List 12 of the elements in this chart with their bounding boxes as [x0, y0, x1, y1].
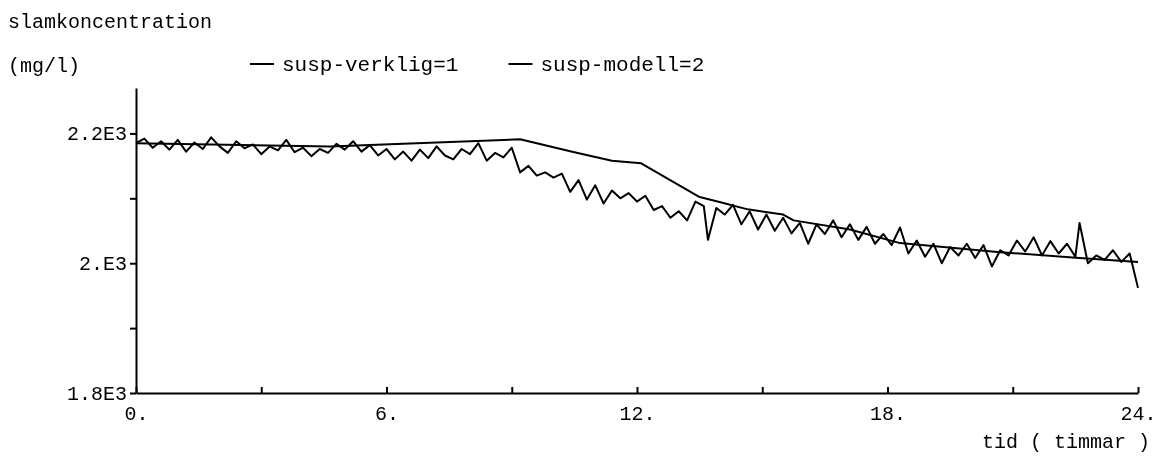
- x-tick-label: 0.: [124, 403, 149, 426]
- x-tick-label: 18.: [869, 403, 907, 426]
- x-tick-label: 6.: [374, 403, 400, 426]
- x-tick-label: 12.: [619, 403, 656, 426]
- y-axis-title: slamkoncentration (mg/l): [8, 11, 213, 78]
- y-tick-label: 2.2E3: [66, 123, 127, 147]
- x-axis-title: tid ( timmar ): [981, 431, 1150, 454]
- legend-label: susp-verklig=1: [282, 54, 459, 77]
- x-tick-label: 24.: [1120, 403, 1157, 426]
- y-tick-label: 1.8E3: [66, 382, 127, 406]
- y-tick-label: 2.E3: [78, 253, 127, 277]
- legend-label: susp-modell=2: [540, 54, 705, 77]
